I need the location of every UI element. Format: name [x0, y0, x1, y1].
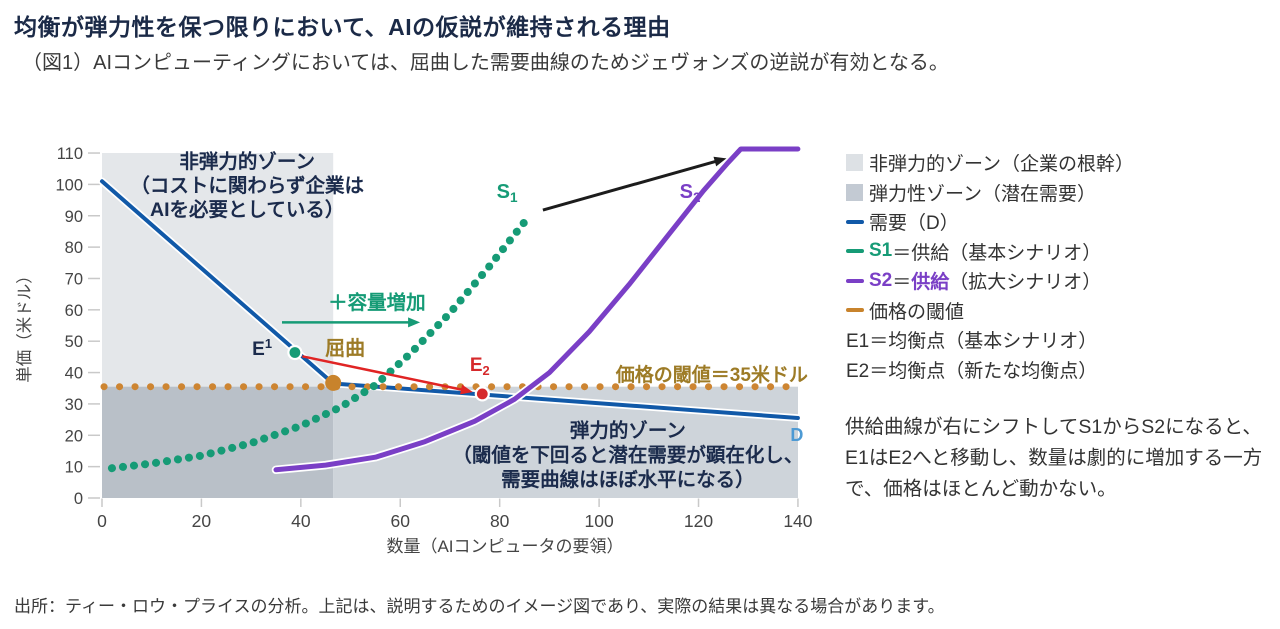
legend-item-s1: S1 ＝供給（基本シナリオ）: [846, 237, 1276, 267]
inelastic-zone-title: 非弾力的ゾーン: [179, 150, 315, 173]
s2-label: S2: [680, 181, 701, 205]
legend-item-zone-elastic: 弾力性ゾーン（潜在需要）: [846, 178, 1276, 208]
page-title: 均衡が弾力性を保つ限りにおいて、AIの仮説が維持される理由: [14, 14, 671, 40]
y-tick-label: 80: [65, 239, 83, 257]
s2-line: [273, 146, 801, 473]
x-axis-title: 数量（AIコンピュータの要領）: [386, 537, 623, 556]
elastic-zone-title: （閾値を下回ると潜在需要が顕在化し、: [452, 443, 803, 466]
legend-swatch-s1-dash: [846, 249, 864, 254]
e2-point: [474, 386, 490, 402]
legend-swatch-zone-inelastic-square: [846, 154, 863, 172]
source-note: 出所：ティー・ロウ・プライスの分析。上記は、説明するためのイメージ図であり、実際…: [14, 597, 945, 616]
legend-item-s2: S2 ＝供給 （拡大シナリオ）: [846, 266, 1276, 296]
e1-point: [287, 344, 303, 361]
ticks-layer: 0 10 20 30 40 50 60 70 80 90 100 110 0 20 40 60 80 100 120…: [55, 145, 812, 531]
y-tick-label: 50: [65, 333, 83, 351]
legend-label: E1＝均衡点（基本シナリオ）: [846, 331, 1098, 353]
threshold-label: 価格の閾値＝35米ドル: [615, 363, 808, 386]
legend-label: （拡大シナリオ）: [949, 272, 1102, 294]
elastic-zone-title: 需要曲線はほぼ水平になる）: [501, 468, 755, 491]
x-tick-label: 80: [490, 511, 510, 531]
kink-arrow-head: [460, 384, 473, 395]
legend-label: ＝: [892, 272, 912, 294]
capacity-arrow-head: [408, 317, 421, 328]
x-tick-label: 60: [391, 511, 411, 531]
capacity-label: ＋容量増加: [328, 291, 426, 314]
legend-label: 価格の閾値: [869, 301, 965, 323]
d-label: D: [790, 425, 803, 445]
legend-label: ＝供給（基本シナリオ）: [892, 242, 1102, 264]
legend-item-e1: E1＝均衡点（基本シナリオ）: [846, 325, 1276, 355]
legend-swatch-zone-elastic-square: [846, 183, 863, 201]
kink-arrow-line: [302, 355, 467, 392]
x-tick-label: 100: [584, 511, 613, 531]
s1-label: S1: [497, 181, 518, 205]
legend-label: 需要（D）: [869, 213, 959, 235]
legend-item-zone-inelastic: 非弾力的ゾーン（企業の根幹）: [846, 148, 1276, 178]
y-tick-label: 90: [65, 208, 83, 226]
legend-item-demand: 需要（D）: [846, 207, 1276, 237]
y-tick-label: 70: [65, 270, 83, 288]
legend-label: S2: [869, 269, 893, 291]
y-tick-label: 30: [65, 396, 83, 414]
x-tick-label: 140: [783, 511, 812, 531]
inelastic-zone-title: （コストに関わらず企業は: [130, 174, 364, 197]
y-axis-title: 単価（米ドル）: [15, 267, 34, 383]
zone-elastic-overlap: [102, 386, 334, 498]
axis-labels-layer: 単価（米ドル） 数量（AIコンピュータの要領）: [15, 267, 624, 556]
legend-label: S1: [869, 240, 893, 262]
legend-swatch-s2-dash: [846, 278, 864, 283]
elastic-zone-title: 弾力的ゾーン: [570, 419, 686, 442]
x-tick-label: 0: [97, 511, 107, 531]
legend-label: 非弾力的ゾーン（企業の根幹）: [869, 154, 1135, 176]
x-tick-label: 40: [291, 511, 311, 531]
y-tick-label: 110: [57, 145, 83, 163]
figure-caption: （図1）AIコンピューティングにおいては、屈曲した需要曲線のためジェヴォンズの逆…: [22, 52, 949, 74]
legend-item-e2: E2＝均衡点（新たな均衡点）: [846, 355, 1276, 385]
y-tick-label: 60: [65, 302, 83, 320]
y-tick-label: 0: [74, 490, 83, 508]
y-tick-label: 20: [65, 427, 83, 445]
e2-label: E2: [470, 355, 490, 378]
x-tick-label: 120: [684, 511, 713, 531]
legend-label: 供給: [911, 272, 950, 294]
e1-label: E1: [252, 336, 272, 360]
shift-arrow-head: [713, 156, 727, 167]
kink-label: 屈曲: [325, 337, 365, 360]
arrows-layer: [282, 156, 727, 395]
legend-label: 弾力性ゾーン（潜在需要）: [869, 183, 1097, 205]
supply-demand-chart: 0 10 20 30 40 50 60 70 80 90 100 110 0 20 40 60 80 100 120…: [15, 144, 813, 556]
x-tick-label: 20: [192, 511, 212, 531]
shift-arrow-line: [542, 158, 721, 212]
y-tick-label: 40: [65, 365, 83, 383]
legend: 非弾力的ゾーン（企業の根幹） 弾力性ゾーン（潜在需要） 需要（D） S1 ＝供給（基本シ…: [846, 148, 1276, 384]
legend-item-threshold: 価格の閾値: [846, 296, 1276, 326]
inelastic-zone-title: AIを必要としている）: [150, 198, 344, 221]
chart-note: 供給曲線が右にシフトしてS1からS2になると、E1はE2へと移動し、数量は劇的に…: [845, 416, 1263, 500]
y-tick-label: 10: [65, 459, 83, 477]
y-tick-label: 100: [55, 176, 83, 194]
legend-swatch-threshold-dash: [846, 308, 864, 313]
kink-point: [325, 374, 342, 391]
markers-layer: [287, 344, 490, 402]
legend-swatch-demand-dash: [846, 219, 864, 224]
legend-label: E2＝均衡点（新たな均衡点）: [846, 360, 1098, 382]
